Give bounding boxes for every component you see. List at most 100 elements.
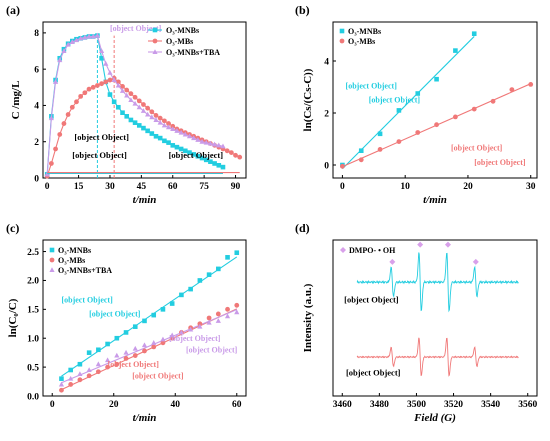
data-point [199, 155, 205, 161]
data-point [116, 104, 121, 110]
data-point [65, 41, 71, 47]
x-tick-label: 3460 [333, 400, 352, 410]
legend-label: O₃-MNBs [58, 246, 91, 255]
data-point [90, 33, 96, 39]
spectrum-label: [object Object] [346, 368, 401, 378]
x-tick-label: 3560 [518, 400, 537, 410]
data-point [94, 32, 101, 38]
data-point [141, 125, 146, 131]
data-point [119, 88, 126, 93]
data-point [434, 122, 439, 128]
data-point [141, 102, 146, 107]
data-point [111, 77, 117, 83]
x-tick-label: 15 [74, 182, 84, 192]
y-axis-title: ln(Cs/(Cs-C)) [302, 68, 314, 131]
legend-marker [340, 247, 346, 253]
data-point [453, 114, 458, 120]
y-tick-label: 2.5 [27, 248, 39, 258]
spectrum-label: [object Object] [344, 294, 399, 304]
data-point [509, 87, 515, 92]
data-point [68, 375, 74, 381]
data-point [69, 39, 75, 44]
x-tick-label: 75 [199, 182, 209, 192]
data-point [132, 94, 138, 100]
x-tick-label: 3480 [370, 400, 389, 410]
data-point [340, 163, 345, 169]
y-tick-label: 0 [324, 161, 329, 171]
x-axis-title: Field (G) [413, 412, 456, 424]
data-point [149, 109, 155, 115]
data-point [216, 163, 222, 168]
legend-label: O₃-MBs [166, 37, 193, 46]
legend-marker [49, 247, 55, 253]
y-tick-label: 0 [34, 174, 39, 184]
x-tick-label: 30 [105, 182, 115, 192]
data-point [225, 306, 230, 312]
data-point [69, 104, 75, 110]
data-point [128, 97, 134, 102]
data-point [115, 82, 121, 88]
data-point [186, 133, 193, 139]
data-point [358, 157, 364, 163]
panel-label: (a) [6, 3, 20, 17]
data-point [206, 272, 212, 277]
data-point [132, 120, 138, 125]
legend-label: DMPO- • OH [349, 246, 396, 255]
data-point [114, 352, 120, 358]
data-point [203, 139, 209, 145]
legend-marker [339, 38, 345, 44]
y-tick-label: 2 [324, 109, 329, 119]
data-point [114, 335, 120, 341]
data-point [123, 349, 129, 355]
data-point [61, 48, 67, 54]
x-axis-title: t/min [423, 194, 447, 206]
x-tick-label: 0 [45, 182, 50, 192]
y-tick-label: 2.0 [27, 277, 39, 287]
plot-frame [42, 239, 247, 397]
data-point [82, 90, 88, 96]
data-point [179, 292, 184, 298]
data-point [141, 342, 148, 348]
annotation: [object Object] [74, 132, 129, 142]
x-tick-label: 20 [463, 182, 473, 192]
data-point [161, 118, 167, 124]
data-point [53, 146, 58, 152]
data-point [188, 286, 193, 292]
data-point [187, 150, 192, 155]
x-tick-label: 20 [109, 400, 119, 410]
data-point [107, 77, 113, 83]
legend-label: O₃-MNBs [348, 27, 381, 36]
x-tick-label: 30 [526, 182, 536, 192]
fit-equation: [object Object] [61, 295, 113, 304]
x-tick-label: 40 [171, 400, 181, 410]
data-point [208, 159, 213, 164]
data-point [206, 315, 212, 321]
data-point [132, 324, 138, 329]
data-point [149, 114, 155, 120]
data-point [86, 373, 92, 379]
y-tick-label: 0.0 [27, 392, 39, 402]
y-tick-label: 2 [34, 138, 39, 148]
data-point [212, 141, 218, 147]
x-axis-title: t/min [133, 194, 157, 206]
data-point [95, 361, 101, 367]
data-point [98, 48, 105, 54]
data-point [151, 344, 157, 350]
panel-d: (d) 3460 3480 3500 3520 3540 3560 Field (G) Inte… [295, 221, 538, 424]
data-point [215, 311, 221, 317]
data-point [142, 318, 147, 324]
data-point [234, 302, 240, 308]
data-point [471, 31, 477, 36]
panel-a: (a) 0 15 30 45 60 75 90 0 2 4 6 8 t/min C /mg/L [object… [6, 3, 247, 206]
data-point [215, 318, 221, 323]
y-tick-label: 1.0 [27, 335, 39, 345]
panel-label: (c) [6, 221, 19, 235]
data-point [151, 312, 157, 318]
plot-frame [332, 21, 538, 179]
data-point [162, 138, 167, 144]
data-point [96, 347, 101, 353]
panel-b: (b) 0 10 20 30 0 2 4 t/min ln(Cs/(Cs-C)) [object O… [295, 3, 538, 206]
data-point [124, 87, 130, 93]
data-point [59, 376, 64, 381]
data-point [86, 33, 92, 39]
